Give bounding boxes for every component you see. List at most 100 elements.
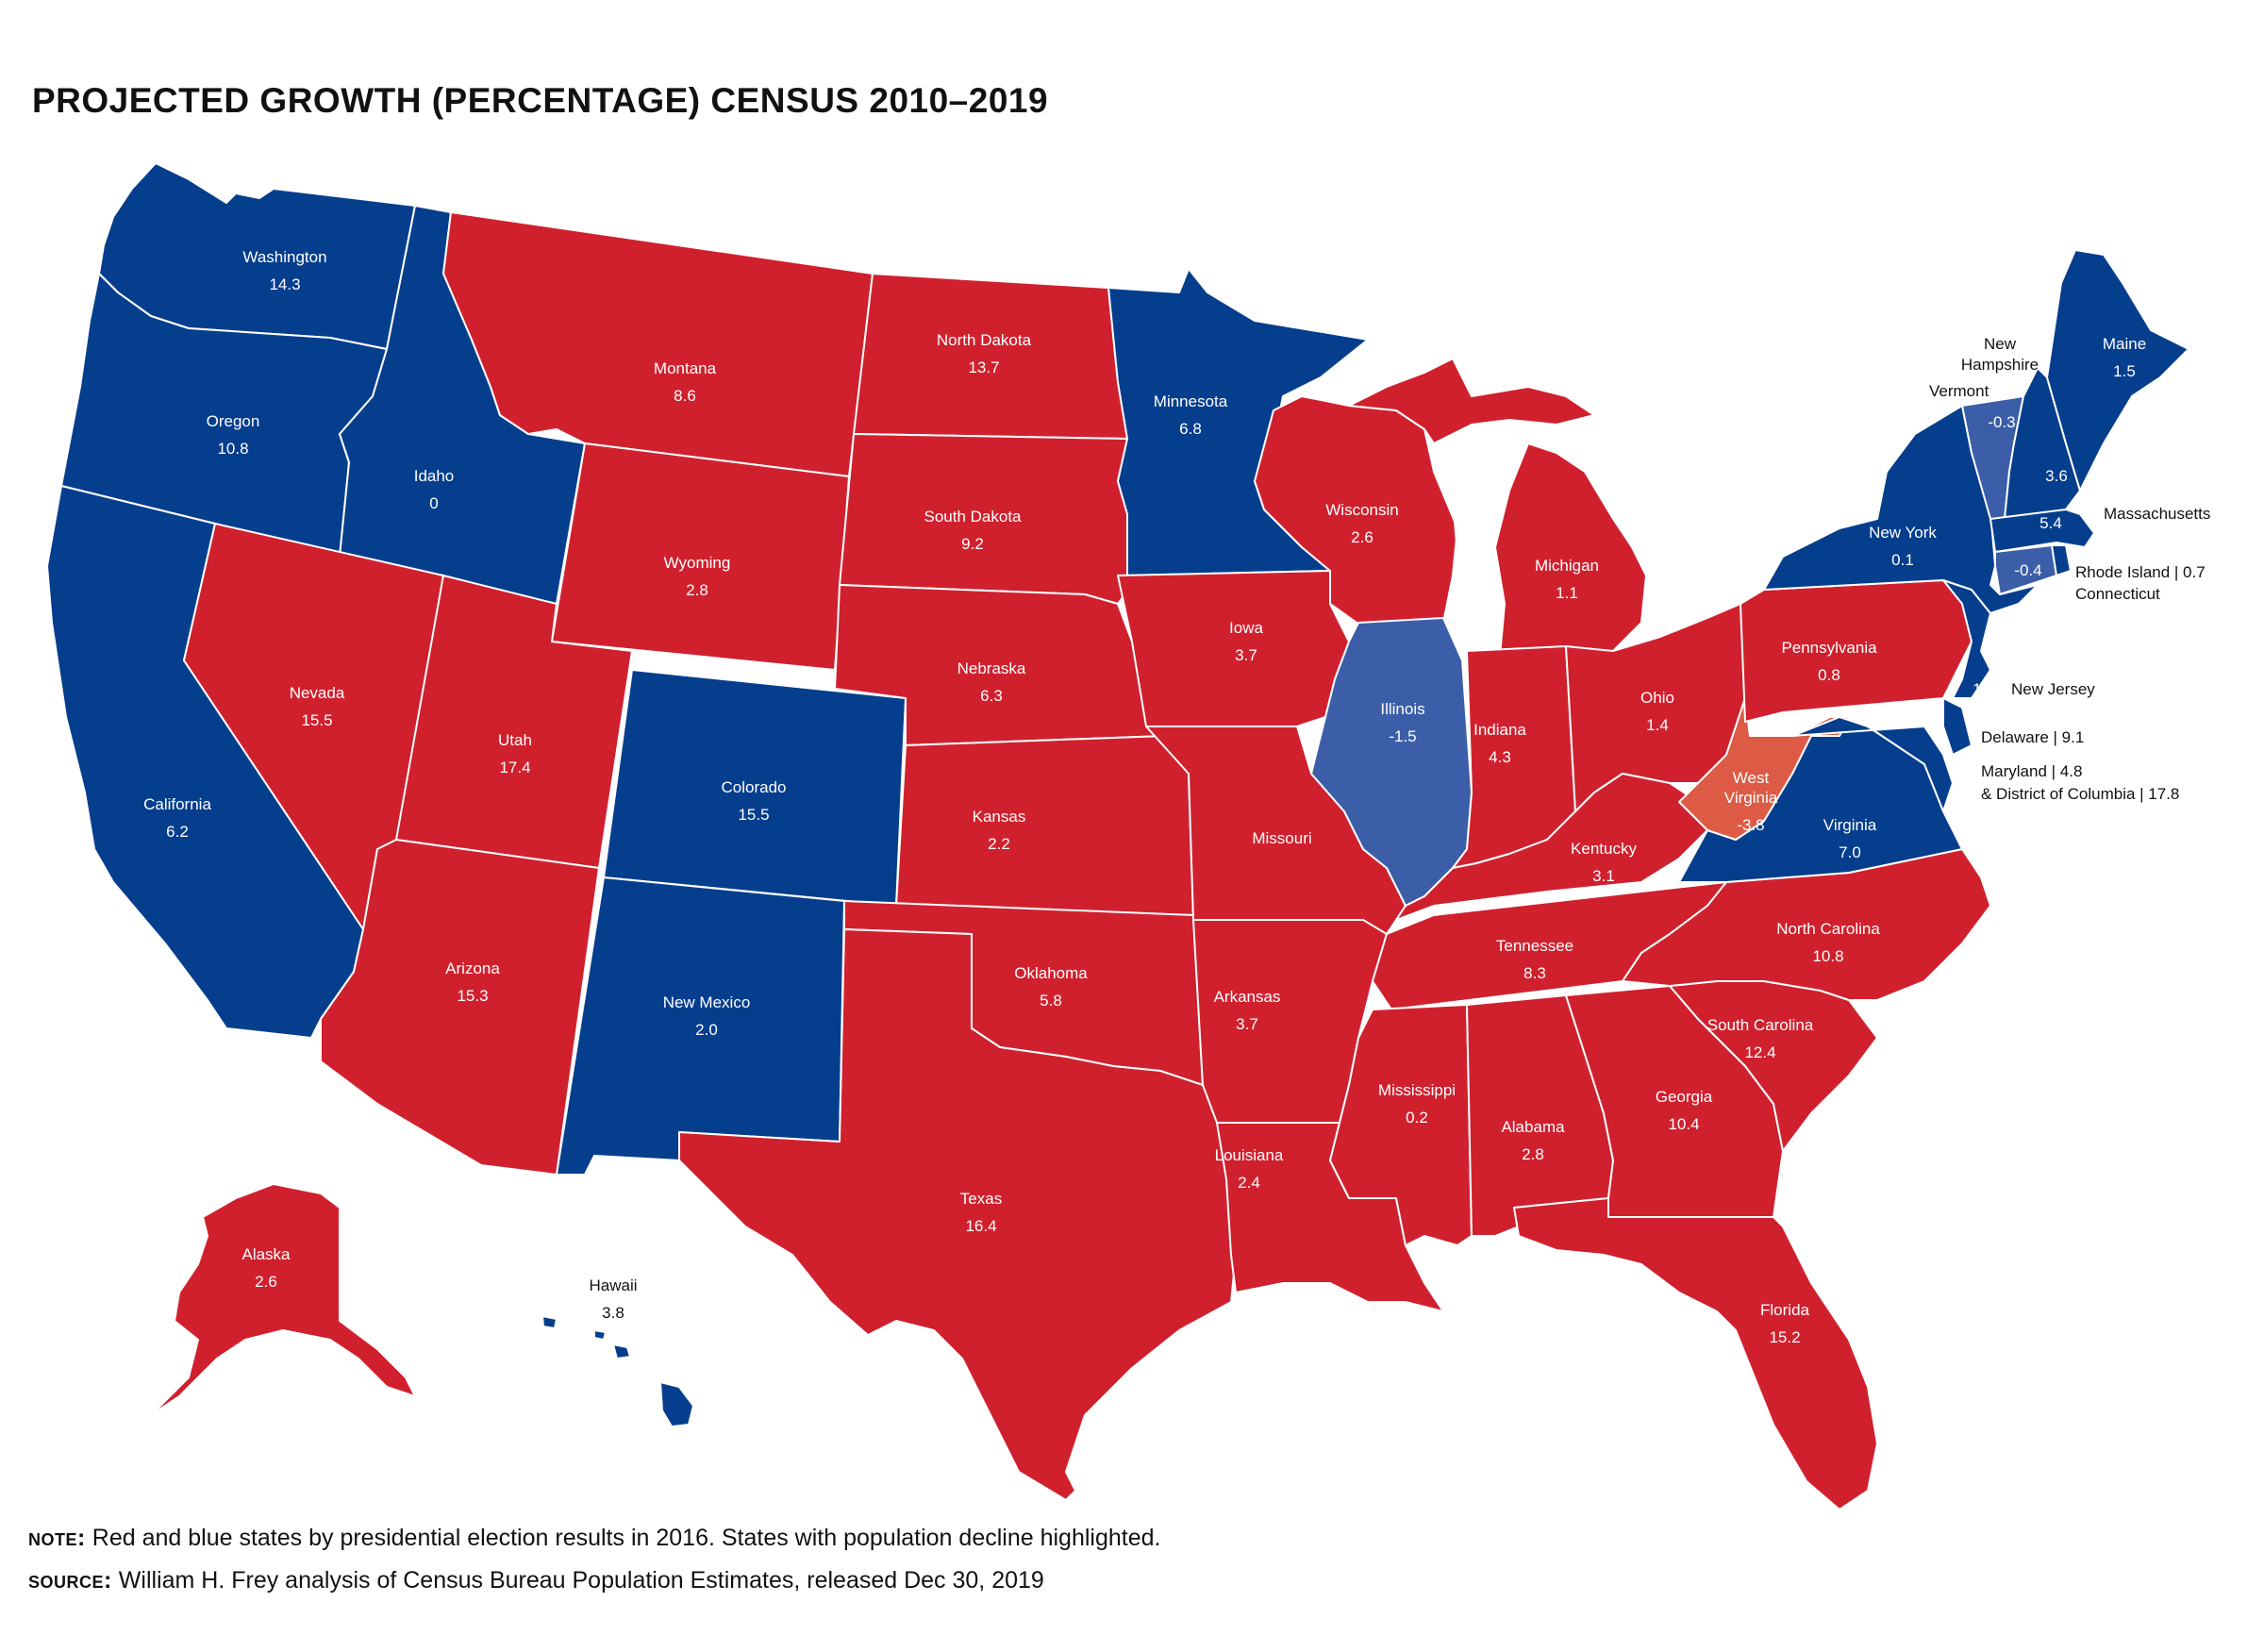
- label-utah: Utah 17.4: [498, 731, 532, 776]
- svg-text:Montana: Montana: [654, 359, 717, 377]
- footer-note: note: Red and blue states by presidentia…: [28, 1525, 1160, 1552]
- svg-text:2.8: 2.8: [1522, 1145, 1544, 1163]
- state-michigan[interactable]: [1494, 442, 1647, 657]
- label-new-mexico: New Mexico 2.0: [663, 993, 751, 1039]
- footer-source: source: William H. Frey analysis of Cens…: [28, 1567, 1044, 1594]
- svg-text:North Carolina: North Carolina: [1776, 920, 1880, 938]
- svg-text:8.6: 8.6: [674, 387, 696, 405]
- svg-text:New Jersey: New Jersey: [2011, 680, 2095, 698]
- svg-text:South Carolina: South Carolina: [1707, 1016, 1814, 1034]
- label-new-york: New York 0.1: [1869, 524, 1937, 569]
- svg-text:0: 0: [429, 494, 438, 512]
- svg-text:Nebraska: Nebraska: [957, 659, 1026, 677]
- svg-text:14.3: 14.3: [269, 275, 300, 293]
- label-arkansas: Arkansas 3.7: [1214, 988, 1281, 1033]
- svg-text:California: California: [143, 795, 211, 813]
- svg-text:Wyoming: Wyoming: [664, 554, 731, 572]
- svg-text:Hawaii: Hawaii: [589, 1277, 637, 1294]
- state-hawaii[interactable]: [541, 1315, 694, 1427]
- label-arizona: Arizona 15.3: [445, 959, 500, 1005]
- svg-text:South Dakota: South Dakota: [924, 508, 1022, 526]
- state-arizona[interactable]: [320, 839, 600, 1176]
- svg-text:Massachusetts: Massachusetts: [2104, 505, 2210, 523]
- state-maine[interactable]: [2046, 249, 2189, 492]
- svg-text:Missouri: Missouri: [1252, 829, 1311, 847]
- svg-text:Kentucky: Kentucky: [1571, 840, 1637, 858]
- svg-text:1.4: 1.4: [1646, 716, 1669, 734]
- state-texas[interactable]: [678, 928, 1237, 1501]
- state-florida[interactable]: [1513, 1197, 1878, 1510]
- svg-text:Virginia: Virginia: [1823, 816, 1877, 834]
- svg-text:0.1: 0.1: [1891, 551, 1914, 569]
- svg-text:3.7: 3.7: [1235, 646, 1257, 664]
- state-north-carolina[interactable]: [1622, 848, 1991, 1001]
- svg-text:3.6: 3.6: [2045, 467, 2068, 485]
- svg-text:Illinois: Illinois: [1380, 700, 1424, 718]
- svg-text:5.8: 5.8: [1040, 992, 1062, 1010]
- svg-text:8.3: 8.3: [1523, 964, 1546, 982]
- svg-text:Wisconsin: Wisconsin: [1325, 501, 1398, 519]
- label-alaska: Alaska 2.6: [241, 1245, 291, 1291]
- label-colorado: Colorado 15.5: [722, 778, 787, 824]
- state-illinois[interactable]: [1310, 617, 1473, 907]
- label-new-hampshire: New Hampshire 3.6: [1961, 335, 2068, 485]
- svg-text:5.4: 5.4: [2039, 514, 2062, 532]
- svg-text:Virginia: Virginia: [1724, 789, 1778, 807]
- state-alaska[interactable]: [150, 1183, 416, 1416]
- label-kentucky: Kentucky 3.1: [1571, 840, 1637, 885]
- svg-text:2.4: 2.4: [1238, 1174, 1260, 1192]
- label-wisconsin: Wisconsin 2.6: [1325, 501, 1398, 546]
- state-maryland[interactable]: [1791, 716, 1954, 812]
- label-california: California 6.2: [143, 795, 211, 841]
- label-missouri: Missouri: [1252, 829, 1311, 847]
- label-connecticut: -0.4 Connecticut: [2014, 561, 2160, 603]
- svg-text:West: West: [1733, 769, 1770, 787]
- label-idaho: Idaho 0: [414, 467, 455, 512]
- svg-text:Pennsylvania: Pennsylvania: [1781, 639, 1877, 657]
- svg-text:2.0: 2.0: [695, 1021, 718, 1039]
- label-iowa: Iowa 3.7: [1229, 619, 1263, 664]
- svg-text:-1.5: -1.5: [1389, 727, 1416, 745]
- state-kentucky[interactable]: [1395, 773, 1708, 921]
- label-ohio: Ohio 1.4: [1640, 689, 1674, 734]
- svg-text:-3.8: -3.8: [1737, 816, 1764, 834]
- label-washington: Washington 14.3: [242, 248, 326, 293]
- svg-text:Minnesota: Minnesota: [1154, 392, 1228, 410]
- svg-text:New Mexico: New Mexico: [663, 993, 751, 1011]
- svg-text:9.2: 9.2: [961, 535, 984, 553]
- state-new-hampshire[interactable]: [2004, 367, 2081, 520]
- label-rhode-island: Rhode Island | 0.7: [2075, 563, 2206, 581]
- label-wyoming: Wyoming 2.8: [664, 554, 731, 599]
- svg-text:3.1: 3.1: [1592, 867, 1615, 885]
- note-label: note:: [28, 1525, 86, 1551]
- svg-text:Vermont: Vermont: [1929, 382, 1989, 400]
- svg-text:13.7: 13.7: [968, 359, 999, 376]
- label-pennsylvania: Pennsylvania 0.8: [1781, 639, 1877, 684]
- svg-text:17.4: 17.4: [499, 759, 530, 776]
- svg-text:Texas: Texas: [960, 1190, 1002, 1208]
- label-massachusetts: 5.4 Massachusetts: [2039, 505, 2210, 532]
- state-rhode-island[interactable]: [2051, 544, 2072, 576]
- note-text: Red and blue states by presidential elec…: [92, 1525, 1161, 1551]
- label-georgia: Georgia 10.4: [1656, 1088, 1713, 1133]
- svg-text:Georgia: Georgia: [1656, 1088, 1713, 1106]
- svg-text:3.8: 3.8: [602, 1304, 624, 1322]
- label-texas: Texas 16.4: [960, 1190, 1002, 1235]
- label-south-carolina: South Carolina 12.4: [1707, 1016, 1814, 1061]
- svg-text:Indiana: Indiana: [1473, 721, 1526, 739]
- svg-text:6.3: 6.3: [980, 687, 1003, 705]
- svg-text:15.3: 15.3: [457, 987, 488, 1005]
- svg-text:New: New: [1984, 335, 2017, 353]
- svg-text:4.3: 4.3: [1489, 748, 1511, 766]
- svg-text:Nevada: Nevada: [290, 684, 345, 702]
- label-new-jersey: 1.0 New Jersey: [1973, 680, 2095, 698]
- svg-text:North Dakota: North Dakota: [937, 331, 1032, 349]
- svg-text:2.8: 2.8: [686, 581, 708, 599]
- state-delaware[interactable]: [1942, 697, 1973, 756]
- label-virginia: Virginia 7.0: [1823, 816, 1877, 861]
- label-michigan: Michigan 1.1: [1535, 557, 1599, 602]
- state-michigan-up[interactable]: [1348, 358, 1595, 444]
- label-kansas: Kansas 2.2: [973, 808, 1026, 853]
- svg-text:Louisiana: Louisiana: [1215, 1146, 1284, 1164]
